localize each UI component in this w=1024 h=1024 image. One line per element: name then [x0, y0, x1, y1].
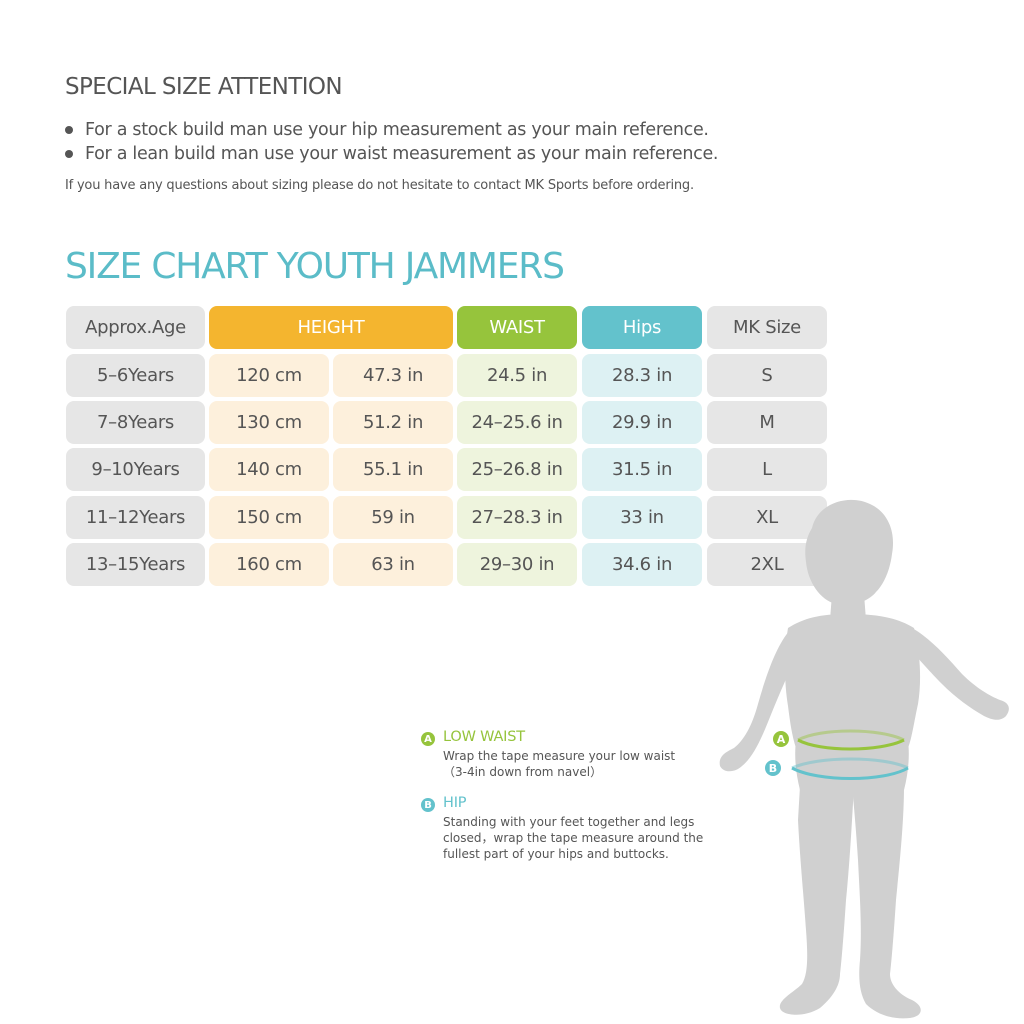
cell-hips: 31.5 in [582, 448, 702, 491]
attention-title: SPECIAL SIZE ATTENTION [65, 74, 343, 100]
cell-height-in: 51.2 in [333, 401, 453, 444]
bullet-text: For a lean build man use your waist meas… [85, 144, 719, 164]
cell-mk-size: S [707, 354, 827, 397]
size-chart-title: SIZE CHART YOUTH JAMMERS [65, 246, 565, 287]
badge-b-icon [765, 760, 781, 776]
cell-hips: 34.6 in [582, 543, 702, 586]
legend-b-line: closed，wrap the tape measure around the [443, 831, 704, 845]
cell-height-in: 55.1 in [333, 448, 453, 491]
bullet-dot-icon [65, 150, 73, 158]
cell-age: 5–6Years [66, 354, 205, 397]
bullet-item: For a stock build man use your hip measu… [65, 118, 718, 142]
low-waist-tape [797, 729, 905, 751]
child-silhouette-illustration: A B [719, 499, 1009, 1019]
cell-height-cm: 140 cm [209, 448, 329, 491]
contact-note: If you have any questions about sizing p… [65, 178, 694, 193]
badge-b-label: B [769, 762, 777, 775]
hip-tape [791, 757, 909, 780]
cell-age: 9–10Years [66, 448, 205, 491]
cell-height-cm: 130 cm [209, 401, 329, 444]
cell-height-cm: 150 cm [209, 496, 329, 539]
cell-waist: 24.5 in [457, 354, 577, 397]
header-waist: WAIST [457, 306, 577, 349]
cell-mk-size: M [707, 401, 827, 444]
cell-hips: 28.3 in [582, 354, 702, 397]
legend-b-line: Standing with your feet together and leg… [443, 815, 695, 829]
header-age: Approx.Age [66, 306, 205, 349]
badge-a-icon [773, 731, 789, 747]
cell-age: 11–12Years [66, 496, 205, 539]
legend-b-title: HIP [443, 795, 467, 811]
header-hips: Hips [582, 306, 702, 349]
legend-a-line: （3-4in down from navel） [443, 765, 603, 779]
cell-waist: 24–25.6 in [457, 401, 577, 444]
legend-b-badge-icon: B [421, 798, 435, 812]
cell-height-in: 47.3 in [333, 354, 453, 397]
cell-hips: 33 in [582, 496, 702, 539]
cell-height-cm: 160 cm [209, 543, 329, 586]
cell-height-in: 63 in [333, 543, 453, 586]
cell-age: 13–15Years [66, 543, 205, 586]
cell-waist: 27–28.3 in [457, 496, 577, 539]
cell-age: 7–8Years [66, 401, 205, 444]
legend-a-line: Wrap the tape measure your low waist [443, 749, 676, 763]
cell-height-cm: 120 cm [209, 354, 329, 397]
silhouette-body [719, 499, 1009, 1019]
cell-mk-size: XL [707, 496, 827, 539]
legend-a-badge-icon: A [421, 732, 435, 746]
cell-waist: 29–30 in [457, 543, 577, 586]
badge-a-label: A [777, 733, 786, 746]
legend-b-line: fullest part of your hips and buttocks. [443, 847, 669, 861]
bullet-text: For a stock build man use your hip measu… [85, 120, 709, 140]
header-height: HEIGHT [209, 306, 453, 349]
bullet-item: For a lean build man use your waist meas… [65, 142, 719, 166]
cell-height-in: 59 in [333, 496, 453, 539]
legend-a-title: LOW WAIST [443, 729, 525, 745]
cell-waist: 25–26.8 in [457, 448, 577, 491]
cell-mk-size: L [707, 448, 827, 491]
attention-bullets: For a stock build man use your hip measu… [65, 118, 719, 166]
header-mk-size: MK Size [707, 306, 827, 349]
cell-hips: 29.9 in [582, 401, 702, 444]
bullet-dot-icon [65, 126, 73, 134]
